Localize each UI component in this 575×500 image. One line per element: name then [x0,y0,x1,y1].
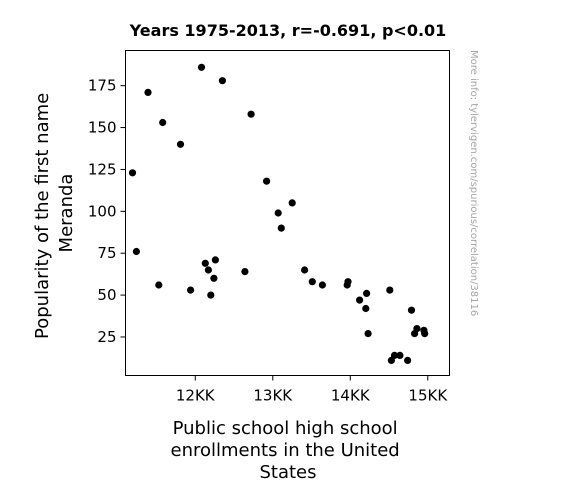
x-tick-label-4: 15KK [408,387,448,405]
y-tick-label-7: 175 [88,77,117,95]
data-point-34 [404,356,412,364]
x-tick-label-2: 13KK [253,387,293,405]
data-point-30 [386,286,394,294]
data-point-2 [132,247,140,256]
data-point-21 [301,266,309,274]
y-axis-label-line-1: Popularity of the first name [32,93,53,339]
data-point-10 [204,266,212,274]
plot-frame [125,50,450,376]
data-point-20 [288,199,296,207]
x-axis-label: Public school high school enrollments in… [171,418,406,483]
data-points [128,63,429,364]
data-point-18 [274,209,282,217]
data-point-15 [241,268,249,276]
data-point-12 [210,274,218,282]
data-point-29 [364,330,372,338]
y-axis-label-line-2: Meranda [56,174,77,253]
chart-title: Years 1975-2013, r=-0.691, p<0.01 [129,21,447,40]
data-point-13 [211,256,219,264]
y-tick-label-5: 125 [88,160,117,178]
data-point-6 [176,140,185,148]
data-point-3 [144,88,152,96]
data-point-16 [247,110,255,118]
data-point-5 [159,118,167,127]
y-axis-ticks: 25 50 75 100 125 150 175 [88,77,126,346]
data-point-19 [277,224,285,232]
y-tick-label-6: 150 [88,119,117,137]
data-point-39 [421,330,429,338]
y-tick-label-2: 50 [97,286,116,304]
x-tick-label-3: 14KK [331,387,371,405]
y-tick-label-3: 75 [97,244,116,262]
data-point-28 [363,289,371,297]
data-point-32 [390,351,399,359]
data-point-23 [318,281,326,289]
x-axis-ticks: 12KK 13KK 14KK 15KK [176,375,448,405]
data-point-9 [201,259,209,267]
y-tick-label-4: 100 [88,202,117,220]
data-point-26 [356,296,364,304]
data-point-37 [413,325,421,333]
y-tick-label-1: 25 [97,328,116,346]
data-point-8 [197,63,206,71]
data-point-35 [407,306,416,314]
data-point-27 [362,304,370,313]
data-point-33 [396,351,404,359]
data-point-22 [308,278,316,286]
data-point-1 [128,169,137,177]
data-point-25 [344,278,352,286]
data-point-14 [218,77,226,85]
data-point-7 [187,286,195,294]
y-axis-label: Popularity of the first name Meranda [32,87,77,339]
x-tick-label-1: 12KK [176,387,216,405]
x-axis-label-line-3: States [259,462,316,483]
source-note: More info: tylervigen.com/spurious/corre… [468,50,479,316]
data-point-17 [263,177,271,185]
data-point-4 [155,281,163,289]
x-axis-label-line-2: enrollments in the United [171,440,400,461]
x-axis-label-line-1: Public school high school [173,418,398,439]
data-point-11 [207,291,215,299]
